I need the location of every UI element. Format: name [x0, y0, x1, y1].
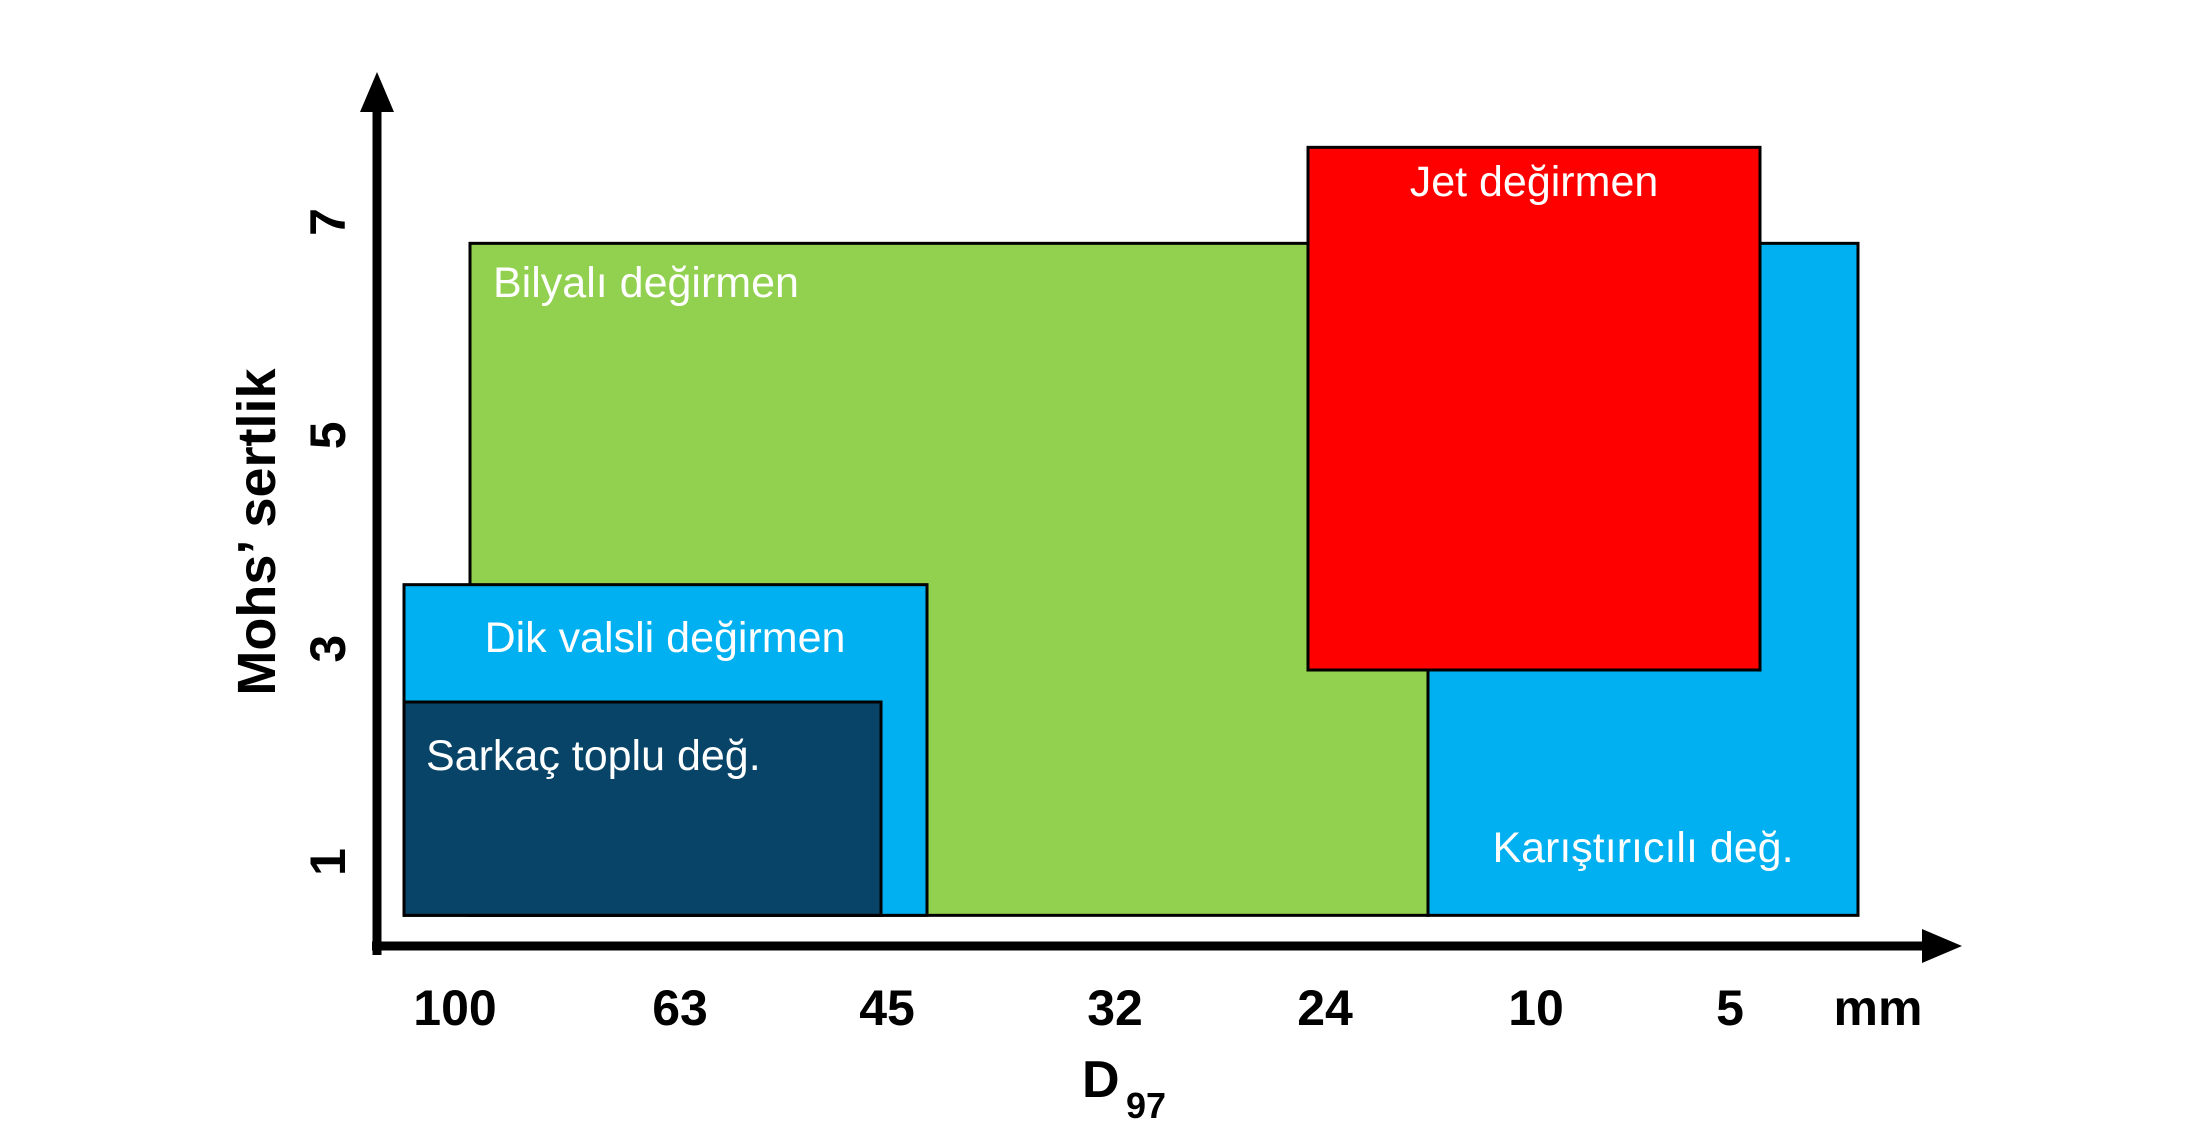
y-axis-title: Mohs’ sertlik — [227, 367, 287, 695]
x-axis-arrow — [1922, 929, 1962, 963]
x-tick-label: 45 — [859, 980, 915, 1036]
region-vertical-roller-mill-label: Dik valsli değirmen — [485, 614, 846, 662]
x-tick-labels: 100 63 45 32 24 10 5 — [413, 980, 1744, 1036]
region-jet-mill-label: Jet değirmen — [1410, 158, 1659, 206]
x-tick-label: 10 — [1508, 980, 1564, 1036]
region-ball-mill-label: Bilyalı değirmen — [493, 259, 799, 307]
x-tick-label: 24 — [1297, 980, 1353, 1036]
region-jet-mill — [1306, 145, 1762, 672]
region-stirred-mill-label: Karıştırıcılı değ. — [1492, 824, 1793, 872]
axes-layer — [360, 72, 1962, 963]
y-tick-label: 5 — [300, 421, 356, 449]
region-pendulum-mill — [402, 700, 883, 917]
y-tick-label: 1 — [300, 848, 356, 876]
y-axis-arrow — [360, 72, 394, 112]
y-tick-label: 7 — [300, 208, 356, 236]
y-tick-label: 3 — [300, 635, 356, 663]
x-tick-label: 100 — [413, 980, 496, 1036]
x-tick-label: 5 — [1716, 980, 1744, 1036]
x-axis-title-subscript: 97 — [1126, 1085, 1166, 1126]
x-tick-label: 63 — [652, 980, 708, 1036]
y-tick-labels: 1 3 5 7 — [300, 208, 356, 876]
regions-layer: Bilyalı değirmen Karıştırıcılı değ. Jet de… — [402, 145, 1860, 917]
x-unit-label: mm — [1834, 980, 1923, 1036]
x-tick-label: 32 — [1087, 980, 1143, 1036]
x-axis-title: D — [1082, 1051, 1120, 1109]
region-pendulum-mill-label: Sarkaç toplu değ. — [426, 732, 761, 780]
